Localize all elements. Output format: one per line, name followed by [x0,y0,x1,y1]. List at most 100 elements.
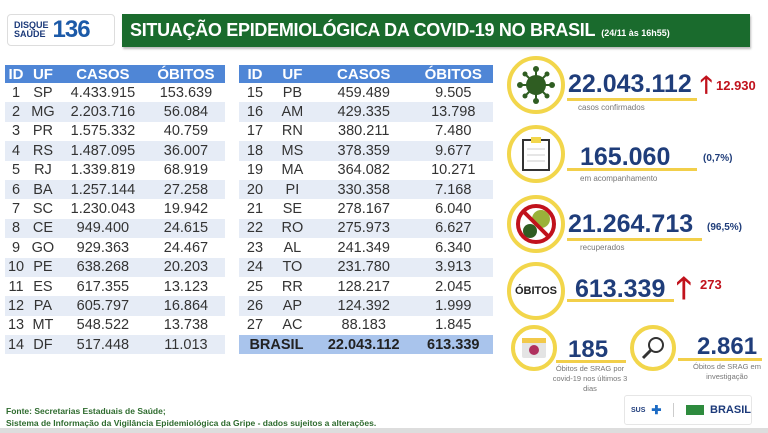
table-row: 10 PE 638.268 20.203 [5,257,225,277]
table-row: 19 MA 364.082 10.271 [239,161,493,180]
column-header: ID [239,65,271,83]
table-cell: AC [282,317,303,334]
table-cell: 16 [239,102,271,122]
table-cell: AP [270,296,314,316]
table-row: 21 SE 278.167 6.040 [239,199,493,218]
arrow-up-icon: 🡑 [700,72,713,99]
table-cell: 617.355 [76,278,130,295]
table-cell: 638.268 [58,257,147,277]
column-header: ÓBITOS [413,65,493,83]
table-cell: 1.487.095 [58,141,147,161]
table-cell: 1.575.332 [70,123,136,140]
table-cell: MS [270,141,314,161]
table-cell: PR [32,123,54,140]
table-cell: PI [270,179,314,200]
table-cell: 124.392 [313,296,414,316]
table-cell: 949.400 [58,218,147,239]
table-cell: 278.167 [337,201,390,218]
table-cell: 24 [239,257,271,277]
table-cell: 17 [246,123,264,140]
table-cell: TO [270,257,314,277]
table-cell: PA [27,296,59,316]
table-cell: 14 [5,335,28,355]
confirmed-delta: 12.930 [716,78,756,93]
table-row: 18 MS 378.359 9.677 [239,141,493,161]
confirmed-label: casos confirmados [578,103,645,112]
table-cell: 241.349 [337,239,390,256]
magnifier-icon [630,325,676,371]
table-cell: 1 [11,84,21,101]
table-cell: 9.677 [413,141,493,161]
deaths-value: 613.339 [575,275,666,303]
table-cell: ES [33,278,53,295]
table-row: 2 MG 2.203.716 56.084 [5,102,225,122]
table-cell: 22 [239,218,271,239]
table-cell: 5 [11,162,21,179]
table-row: 6 BA 1.257.144 27.258 [5,179,225,200]
table-cell: 16.864 [146,296,225,316]
table-cell: 605.797 [58,296,147,316]
table-row: 5 RJ 1.339.819 68.919 [5,161,225,180]
update-date: (24/11 às 16h55) [601,28,670,38]
table-cell: 24.467 [163,239,209,256]
table-row: 4 RS 1.487.095 36.007 [5,141,225,161]
table-cell: 11 [8,278,24,295]
table-cell: 26 [239,296,271,316]
table-cell: 10 [5,257,28,277]
table-cell: RS [27,141,59,161]
arrow-up-icon: 🡑 [676,272,692,305]
table-cell: 20.203 [146,257,225,277]
table-row: 11 ES 617.355 13.123 [5,277,225,296]
no-virus-icon [507,195,565,253]
table-cell: 153.639 [159,84,213,101]
column-header: ID [5,65,28,83]
table-cell: PE [27,257,59,277]
table-cell: SP [33,84,53,101]
table-cell: 1.999 [413,296,493,316]
logo-number: 136 [52,16,91,43]
table-row: 7 SC 1.230.043 19.942 [5,199,225,218]
table-cell: 4 [5,141,28,161]
table-cell: 2 [5,102,28,122]
table-cell: 9 [11,239,21,256]
table-row: 25 RR 128.217 2.045 [239,277,493,296]
table-row: 27 AC 88.183 1.845 [239,316,493,335]
states-table-left: ID UF CASOS ÓBITOS 1 SP 4.433.915 153.639 2 MG 2.2… [5,65,225,355]
table-cell: 378.359 [313,141,414,161]
recovered-pct: (96,5%) [707,222,743,233]
table-cell: 7.480 [435,123,472,140]
monitoring-value: 165.060 [580,143,671,171]
table-cell: 13.738 [163,317,209,334]
table-cell: 68.919 [163,162,209,179]
table-cell: 19.942 [163,201,209,218]
table-cell: DF [27,335,59,355]
deaths-delta: 273 [700,277,722,292]
disque-saude-logo: DISQUE SAÚDE 136 [7,14,115,46]
table-cell: 330.358 [313,179,414,200]
table-cell: 88.183 [341,317,386,334]
table-row: 12 PA 605.797 16.864 [5,296,225,316]
table-cell: 2.203.716 [58,102,147,122]
brasil-logo: BRASIL [710,404,751,416]
table-cell: 27.258 [146,179,225,200]
table-cell: CE [27,218,59,239]
column-header: CASOS [313,65,414,83]
total-obitos: 613.339 [413,335,493,355]
table-cell: GO [31,239,55,256]
table-row: 15 PB 459.489 9.505 [239,83,493,102]
table-cell: 275.973 [313,218,414,239]
table-cell: 6.340 [435,239,472,256]
confirmed-cases-value: 22.043.112 [568,70,692,98]
recovered-label: recuperados [580,243,625,252]
table-cell: 429.335 [313,102,414,122]
table-cell: AL [283,239,302,256]
table-cell: 3 [11,123,21,140]
table-cell: 6 [5,179,28,200]
table-cell: 36.007 [146,141,225,161]
table-cell: 6.040 [435,201,472,218]
table-cell: 2.045 [435,278,472,295]
recovered-value: 21.264.713 [568,210,694,238]
table-cell: 13.798 [413,102,493,122]
logo-line2: SAÚDE [14,29,46,39]
table-cell: SE [282,201,303,218]
